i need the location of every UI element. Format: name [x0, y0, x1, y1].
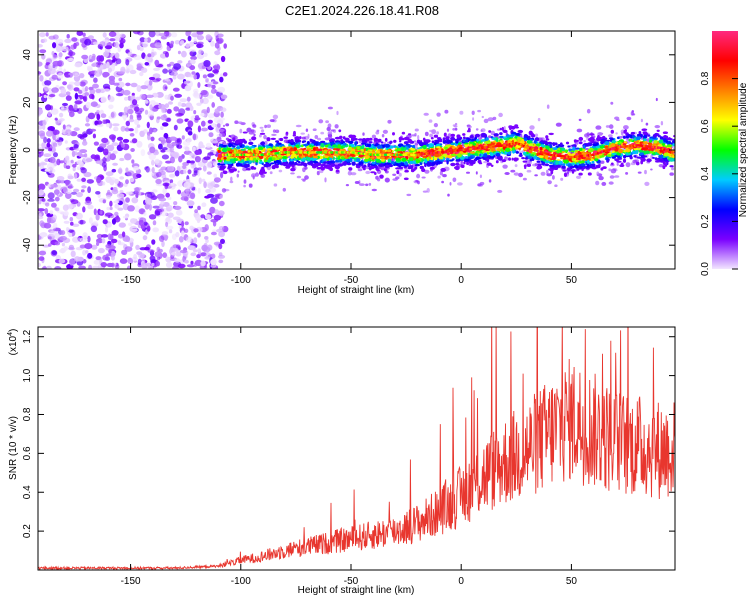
- snr-y-label: SNR (10 * v/v): [8, 416, 19, 480]
- spectrogram-x-label: Height of straight line (km): [298, 285, 415, 296]
- colorbar-tick-label: 0.2: [700, 214, 711, 228]
- snr-y-tick-label: 1.0: [22, 368, 33, 382]
- colorbar-ramp: [712, 31, 738, 269]
- colorbar-label: Normalized spectral amplitude: [738, 82, 749, 217]
- snr-y-tick-label: 0.4: [22, 485, 33, 499]
- snr-x-ticks: -150 -100 -50 0 50: [121, 327, 578, 587]
- snr-exponent-prefix: (x10: [8, 335, 19, 355]
- colorbar-tick-label: 0.4: [700, 166, 711, 180]
- spectrogram-x-ticks: -150 -100 -50 0 50: [121, 31, 578, 286]
- spectrogram-x-tick-label: -150: [121, 275, 141, 286]
- spectrogram-y-tick-label: 40: [22, 49, 33, 61]
- spectrogram-y-ticks: -40 -20 0 20 40: [22, 49, 675, 253]
- snr-series-line: [38, 327, 675, 570]
- snr-x-tick-label: -150: [121, 576, 141, 587]
- spectrogram-points: [38, 31, 675, 269]
- spectrogram-x-tick-label: -50: [344, 275, 359, 286]
- snr-y-tick-label: 0.2: [22, 524, 33, 538]
- snr-exponent: (x104): [7, 329, 19, 356]
- spectrogram-y-tick-label: 0: [22, 147, 33, 153]
- spectrogram-y-tick-label: 20: [22, 96, 33, 108]
- snr-x-tick-label: 50: [566, 576, 578, 587]
- colorbar-tick-label: 0.8: [700, 71, 711, 85]
- snr-y-ticks: 0.2 0.4 0.6 0.8 1.0 1.2: [22, 329, 675, 538]
- snr-y-tick-label: 1.2: [22, 329, 33, 343]
- snr-exponent-suffix: ): [8, 329, 19, 332]
- spectrogram-panel: -150 -100 -50 0 50 -40 -20 0 20 40 Height of str…: [8, 30, 676, 296]
- snr-y-tick-label: 0.8: [22, 407, 33, 421]
- snr-exponent-power: 4: [7, 332, 14, 336]
- snr-frame: [37, 326, 676, 571]
- snr-x-label: Height of straight line (km): [298, 585, 415, 596]
- colorbar-ticks: 0.0 0.2 0.4 0.6 0.8: [700, 71, 738, 276]
- spectrogram-y-label: Frequency (Hz): [8, 116, 19, 185]
- snr-panel: -150 -100 -50 0 50 0.2 0.4 0.6 0.8 1.0 1.2 Height…: [7, 326, 676, 596]
- colorbar: 0.0 0.2 0.4 0.6 0.8 Normalized spectral ampl…: [700, 31, 749, 276]
- snr-y-tick-label: 0.6: [22, 446, 33, 460]
- figure-title: C2E1.2024.226.18.41.R08: [285, 3, 439, 18]
- colorbar-tick-label: 0.0: [700, 262, 711, 276]
- spectrogram-y-tick-label: -20: [22, 190, 33, 205]
- snr-x-tick-label: -50: [344, 576, 359, 587]
- spectrogram-y-tick-label: -40: [22, 238, 33, 253]
- colorbar-tick-label: 0.6: [700, 119, 711, 133]
- spectrogram-x-tick-label: 0: [458, 275, 464, 286]
- snr-x-tick-label: 0: [458, 576, 464, 587]
- spectrogram-x-tick-label: 50: [566, 275, 578, 286]
- spectrogram-x-tick-label: -100: [231, 275, 251, 286]
- snr-x-tick-label: -100: [231, 576, 251, 587]
